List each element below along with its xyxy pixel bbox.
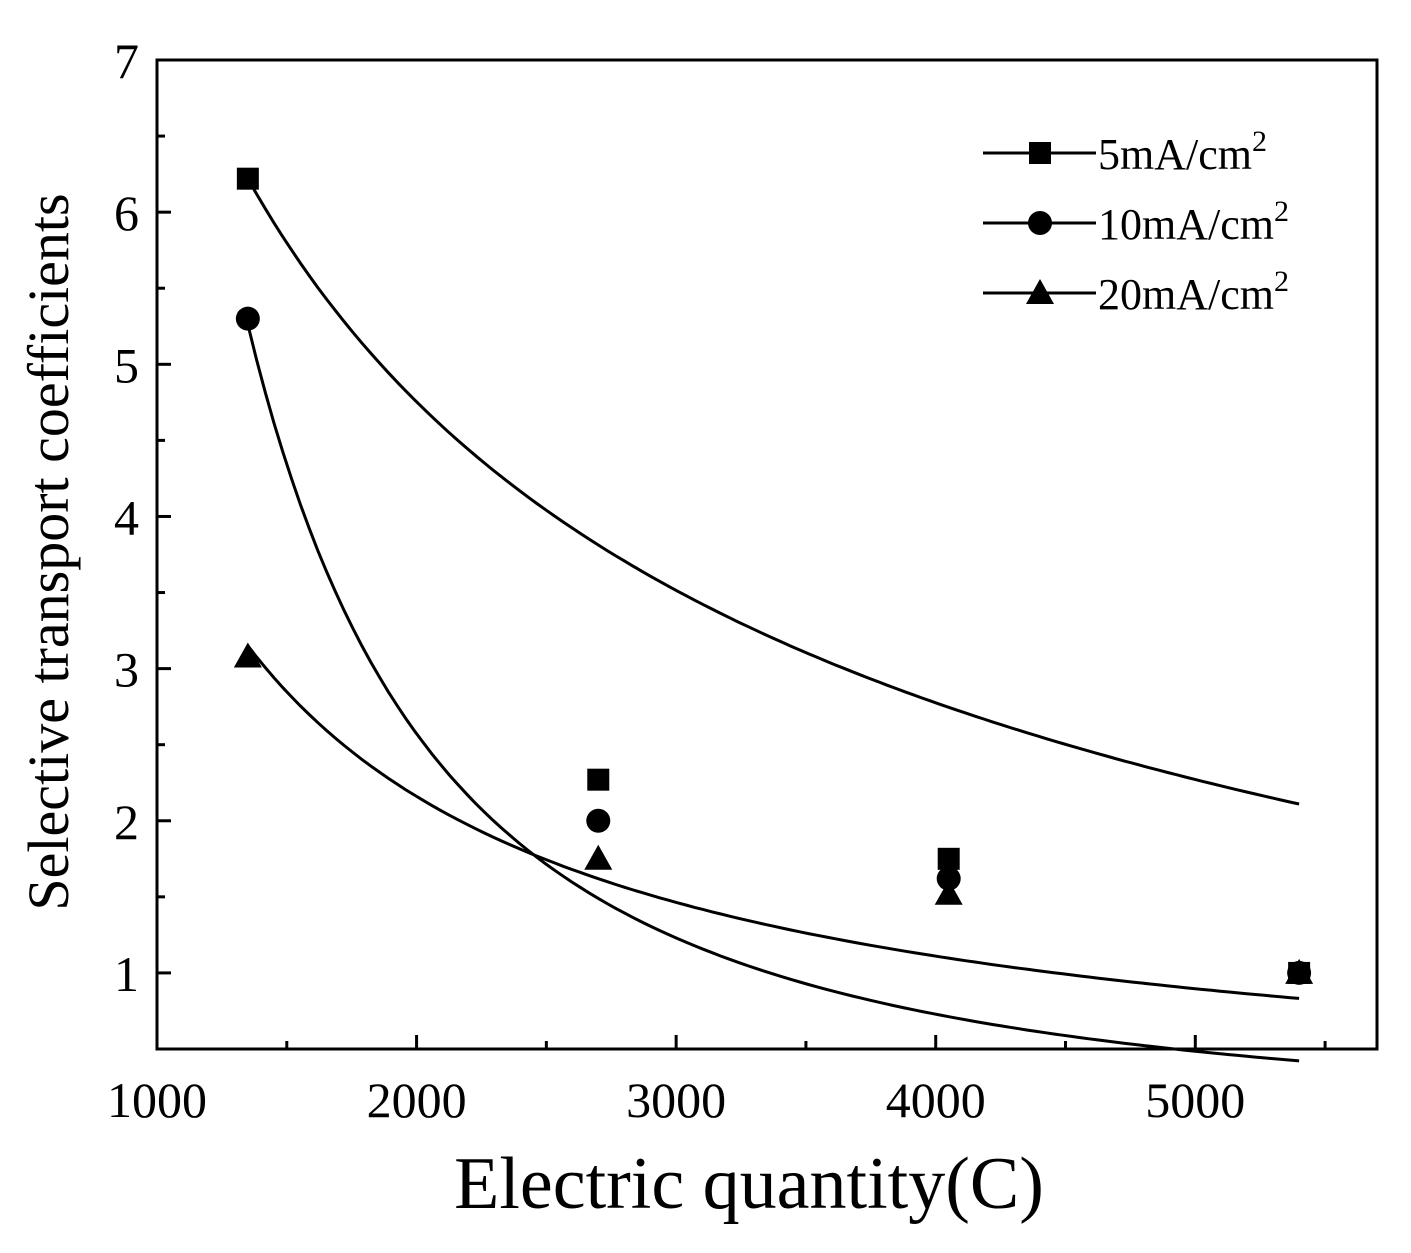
y-tick-label: 2 — [114, 794, 139, 850]
legend-superscript: 2 — [1274, 265, 1289, 298]
y-tick-label: 6 — [114, 185, 139, 241]
data-point-triangle — [584, 844, 613, 870]
legend-marker-square — [1029, 142, 1051, 164]
legend-label: 5mA/cm2 — [1098, 125, 1267, 179]
fit-curve-circle — [246, 324, 1300, 1063]
x-tick-label: 3000 — [626, 1072, 726, 1128]
data-point-square — [937, 847, 960, 870]
fit-curve-square — [246, 177, 1300, 806]
y-tick-label: 7 — [114, 33, 139, 89]
y-axis-ticks: 1 2 3 4 5 6 7 — [114, 33, 171, 1002]
legend-superscript: 2 — [1252, 125, 1267, 158]
legend-marker-circle — [1028, 211, 1052, 235]
legend: 5mA/cm2 10mA/cm2 20mA/cm2 — [983, 125, 1289, 319]
data-point-square — [587, 768, 610, 791]
legend-label: 20mA/cm2 — [1098, 265, 1289, 319]
x-axis-ticks: 1000 2000 3000 4000 5000 — [107, 1035, 1327, 1128]
y-tick-label: 1 — [114, 946, 139, 1002]
data-point-circle — [936, 866, 961, 891]
x-axis-title: Electric quantity(C) — [454, 1143, 1044, 1225]
data-point-circle — [235, 306, 260, 331]
data-point-triangle — [233, 642, 262, 668]
y-tick-label: 4 — [114, 489, 139, 545]
legend-superscript: 2 — [1274, 195, 1289, 228]
data-point-triangle — [1285, 958, 1314, 984]
data-markers — [233, 167, 1314, 985]
legend-marker-triangle — [1026, 279, 1054, 304]
x-tick-label: 1000 — [107, 1072, 207, 1128]
data-point-circle — [586, 808, 611, 833]
y-tick-label: 5 — [114, 337, 139, 393]
x-tick-label: 4000 — [886, 1072, 986, 1128]
data-point-square — [236, 167, 259, 190]
data-point-triangle — [934, 879, 963, 905]
plot-frame — [155, 58, 1379, 1051]
x-tick-label: 5000 — [1145, 1072, 1245, 1128]
legend-label: 10mA/cm2 — [1098, 195, 1289, 249]
x-tick-label: 2000 — [367, 1072, 467, 1128]
fit-curve-triangle — [246, 644, 1300, 1000]
y-axis-title: Selective transport coefficients — [16, 193, 81, 910]
y-tick-label: 3 — [114, 642, 139, 698]
fit-curves — [246, 177, 1300, 1063]
